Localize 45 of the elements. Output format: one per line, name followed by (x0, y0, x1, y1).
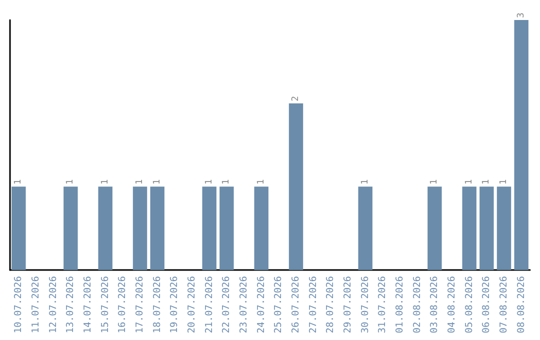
data-label: 1 (66, 179, 76, 185)
x-tick-label: 19.07.2026 (169, 276, 180, 334)
x-tick-label: 28.07.2026 (325, 276, 336, 334)
data-label: 1 (430, 179, 440, 185)
data-label: 1 (14, 179, 24, 185)
x-tick-label: 13.07.2026 (65, 276, 76, 334)
data-label: 1 (482, 179, 492, 185)
data-label: 1 (204, 179, 214, 185)
x-tick-label: 12.07.2026 (48, 276, 59, 334)
x-tick-label: 11.07.2026 (30, 276, 42, 334)
x-tick-label: 23.07.2026 (238, 276, 250, 334)
x-tick-label: 03.08.2026 (429, 276, 440, 334)
data-label: 1 (222, 179, 232, 185)
x-tick-label: 16.07.2026 (117, 276, 128, 334)
data-label: 1 (152, 179, 162, 185)
x-tick-label: 17.07.2026 (134, 276, 146, 334)
x-tick-label: 22.07.2026 (221, 276, 232, 334)
x-tick-label: 27.07.2026 (308, 276, 319, 334)
data-label: 1 (100, 179, 110, 185)
x-tick-label: 25.07.2026 (273, 276, 284, 334)
x-tick-label: 01.08.2026 (394, 276, 406, 334)
data-label: 2 (291, 96, 301, 102)
data-label: 1 (135, 179, 145, 185)
x-tick-label: 04.08.2026 (446, 276, 458, 334)
x-tick-label: 26.07.2026 (290, 276, 302, 334)
x-tick-label: 30.07.2026 (360, 276, 371, 334)
x-tick-label: 05.08.2026 (464, 276, 475, 334)
data-label: 1 (499, 179, 509, 185)
x-tick-label: 31.07.2026 (377, 276, 388, 334)
data-label: 3 (516, 12, 526, 18)
x-tick-label: 29.07.2026 (342, 276, 354, 334)
data-label: 1 (256, 179, 266, 185)
x-tick-label: 24.07.2026 (256, 276, 267, 334)
x-tick-label: 21.07.2026 (204, 276, 215, 334)
x-tick-label: 14.07.2026 (82, 276, 94, 334)
x-tick-label: 07.08.2026 (498, 276, 510, 334)
x-tick-label: 06.08.2026 (481, 276, 492, 334)
x-tick-label: 08.08.2026 (516, 276, 527, 334)
x-tick-label: 10.07.2026 (13, 276, 24, 334)
x-tick-label: 20.07.2026 (186, 276, 198, 334)
x-tick-label: 15.07.2026 (100, 276, 111, 334)
data-label: 1 (464, 179, 474, 185)
x-tick-label: 18.07.2026 (152, 276, 163, 334)
x-tick-label: 02.08.2026 (412, 276, 423, 334)
data-label: 1 (360, 179, 370, 185)
